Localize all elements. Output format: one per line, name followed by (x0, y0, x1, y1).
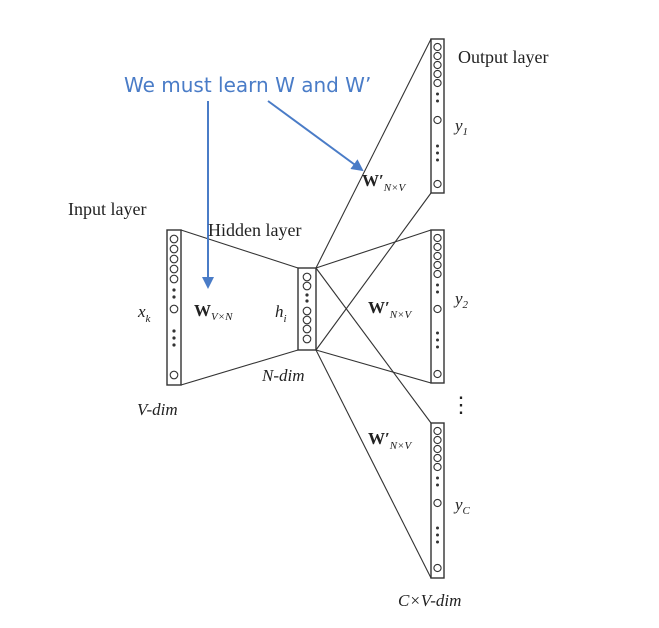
output-node (433, 444, 442, 454)
hidden-node (302, 281, 312, 291)
output-node (433, 60, 442, 70)
output-ellipsis-dot (436, 338, 439, 342)
input-layer-title: Input layer (68, 199, 146, 219)
output-ellipsis-dot (436, 283, 439, 287)
wprime-label-3: W′N×V (368, 429, 413, 452)
input-node (169, 234, 179, 244)
wprime-subscript-2: N×V (389, 309, 413, 321)
output-ellipsis-dot (436, 151, 439, 155)
w-input-hidden-label: WV×N (194, 301, 233, 323)
output-layer-c (430, 422, 445, 579)
output-ellipsis-dot (436, 92, 439, 96)
output-node (433, 304, 442, 314)
edge-hidden-bottom-to-out1-bottom (315, 192, 432, 351)
wprime-label-1: W′N×V (362, 171, 407, 194)
output-node (433, 251, 442, 261)
output-node (433, 69, 442, 79)
edge-hidden-top-to-out2-top (315, 229, 432, 269)
output-node (433, 498, 442, 508)
hidden-layer-title: Hidden layer (208, 220, 301, 240)
input-variable-label: xk (137, 302, 152, 325)
hidden-node (302, 315, 312, 325)
output-ellipsis-dot (436, 540, 439, 544)
input-node (169, 370, 179, 380)
input-node (169, 264, 179, 274)
hidden-ellipsis-dot (305, 299, 309, 303)
output-node (433, 462, 442, 472)
edge-hidden-top-to-outc-top (315, 267, 432, 424)
w-input-hidden-subscript: V×N (211, 311, 233, 323)
hidden-node (302, 272, 312, 282)
output-ellipsis-dot (436, 526, 439, 530)
output-ellipsis-dot (436, 144, 439, 148)
input-node (169, 254, 179, 264)
input-ellipsis-dot (172, 329, 176, 333)
input-variable-subscript: k (146, 313, 152, 325)
input-ellipsis-dot (172, 295, 176, 299)
output-ellipsis-dot (436, 483, 439, 487)
edge-hidden-top-to-out1-top (315, 38, 432, 269)
input-dim-label: V-dim (137, 400, 178, 419)
input-ellipsis-dot (172, 343, 176, 347)
hidden-layer (297, 267, 317, 351)
callout-arrow-to-wprime (267, 100, 364, 172)
output-ellipsis-dot (436, 99, 439, 103)
y2-label: y2 (453, 289, 469, 311)
connections (180, 38, 432, 579)
edge-hidden-bottom-to-outc-bottom (315, 349, 432, 579)
output-layers-ellipsis: ⋮ (450, 392, 472, 417)
output-node (433, 435, 442, 445)
input-node (169, 244, 179, 254)
hidden-variable-subscript: i (284, 313, 287, 325)
output-node (433, 453, 442, 463)
hidden-node (302, 306, 312, 316)
callout-text: We must learn W and W’ (124, 73, 371, 97)
wprime-subscript-1: N×V (383, 182, 407, 194)
y1-subscript: 1 (463, 126, 469, 138)
edge-input-bottom-to-hidden-bottom (180, 349, 299, 386)
output-layer-title: Output layer (458, 47, 548, 67)
output-node (433, 233, 442, 243)
output-node (433, 260, 442, 270)
wprime-subscript-3: N×V (389, 440, 413, 452)
output-layer-1 (430, 38, 445, 194)
output-node (433, 563, 442, 573)
hidden-node (302, 324, 312, 334)
output-layer-2 (430, 229, 445, 384)
output-node (433, 115, 442, 125)
hidden-variable-label: hi (275, 302, 287, 325)
output-ellipsis-dot (436, 345, 439, 349)
yc-label: yC (453, 495, 471, 517)
output-ellipsis-dot (436, 533, 439, 537)
output-node (433, 269, 442, 279)
output-ellipsis-dot (436, 158, 439, 162)
edge-input-top-to-hidden-top (180, 229, 299, 269)
input-node (169, 274, 179, 284)
input-node (169, 304, 179, 314)
yc-subscript: C (463, 505, 471, 517)
output-node (433, 42, 442, 52)
hidden-node (302, 334, 312, 344)
output-ellipsis-dot (436, 331, 439, 335)
output-dim-label: C×V-dim (398, 591, 461, 610)
output-node (433, 51, 442, 61)
y1-label: y1 (453, 116, 468, 138)
hidden-ellipsis-dot (305, 293, 309, 297)
output-node (433, 369, 442, 379)
edge-hidden-bottom-to-out2-bottom (315, 349, 432, 384)
input-layer (166, 229, 182, 386)
output-ellipsis-dot (436, 290, 439, 294)
output-node (433, 179, 442, 189)
hidden-dim-label: N-dim (261, 366, 305, 385)
output-node (433, 426, 442, 436)
output-ellipsis-dot (436, 476, 439, 480)
input-ellipsis-dot (172, 336, 176, 340)
y2-subscript: 2 (463, 299, 469, 311)
wprime-label-2: W′N×V (368, 298, 413, 321)
output-node (433, 78, 442, 88)
output-node (433, 242, 442, 252)
input-ellipsis-dot (172, 288, 176, 292)
